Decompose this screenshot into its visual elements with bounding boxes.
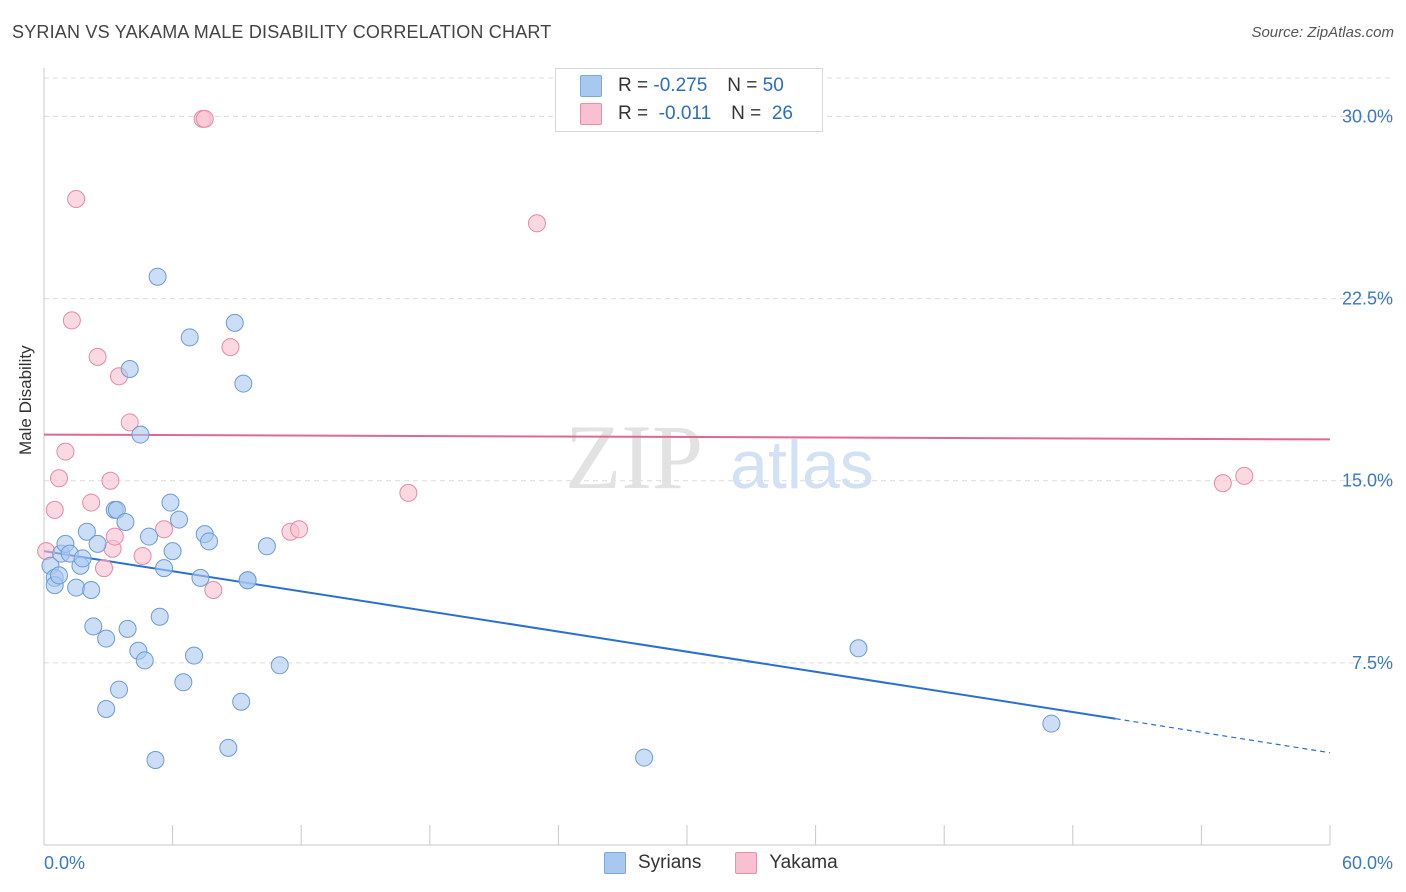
point-syrians (234, 374, 253, 393)
bottom-legend: Syrians Yakama (604, 852, 872, 874)
point-syrians (170, 510, 189, 529)
point-yakama (50, 469, 69, 488)
bottom-legend-syrians[interactable]: Syrians (604, 852, 701, 874)
legend-r-value: -0.275 (653, 75, 708, 96)
point-syrians (120, 360, 139, 378)
legend-r-value: -0.011 (658, 103, 712, 124)
y-axis-label: Male Disability (16, 345, 35, 455)
watermark: ZIP atlas (565, 406, 874, 508)
point-yakama (101, 471, 120, 490)
legend-n-label: N = (727, 75, 758, 96)
point-syrians (135, 651, 154, 670)
point-yakama (120, 413, 139, 432)
point-syrians (50, 566, 69, 585)
trendline-yakama (43, 433, 1331, 441)
legend-swatch-syrians (580, 75, 602, 97)
point-syrians (110, 680, 129, 699)
chart-title: SYRIAN VS YAKAMA MALE DISABILITY CORRELA… (12, 22, 552, 42)
legend-row-yakama: R = -0.011 N = 26 (580, 103, 793, 125)
point-syrians (140, 527, 159, 546)
point-yakama (56, 442, 75, 461)
point-yakama (133, 547, 152, 565)
point-syrians (257, 537, 276, 556)
point-yakama (95, 559, 114, 578)
point-syrians (163, 542, 182, 561)
y-tick-label: 7.5% (1352, 653, 1393, 673)
axis-layer (43, 68, 1331, 846)
source-label: Source: ZipAtlas.com (1251, 24, 1394, 41)
legend-n-value: 50 (762, 75, 784, 96)
point-syrians (180, 328, 199, 347)
point-syrians (116, 513, 135, 531)
point-yakama (67, 190, 86, 208)
point-syrians (146, 751, 165, 769)
point-syrians (232, 692, 251, 711)
point-yakama (105, 527, 124, 546)
point-syrians (225, 313, 244, 332)
label-layer: 7.5% 15.0% 22.5% 30.0% 0.0% 60.0% (44, 106, 1393, 873)
legend-row-syrians: R = -0.275 N = 50 (580, 75, 784, 97)
bottom-legend-swatch-yakama (735, 852, 758, 874)
legend-n-label: N = (731, 103, 762, 124)
point-syrians (131, 425, 150, 444)
legend-n-value: 26 (771, 103, 793, 124)
point-syrians (270, 656, 289, 675)
point-syrians (67, 578, 86, 597)
legend-r-label: R = (618, 103, 649, 124)
point-syrians (200, 532, 219, 551)
points-layer (37, 109, 1254, 769)
point-syrians (73, 549, 92, 568)
y-tick-label: 15.0% (1342, 471, 1393, 491)
bottom-legend-swatch-syrians (604, 852, 626, 874)
point-syrians (97, 629, 116, 648)
point-syrians (77, 522, 96, 541)
point-syrians (84, 617, 103, 636)
point-yakama (204, 581, 223, 599)
trendline-syrians-extension (1115, 718, 1331, 754)
point-syrians (150, 607, 169, 626)
legend-box: R = -0.275 N = 50 R = -0.011 N = 26 (555, 68, 823, 132)
y-tick-label: 22.5% (1342, 289, 1393, 309)
legend-swatch-yakama (580, 103, 602, 125)
point-yakama (527, 214, 546, 233)
point-yakama (1235, 466, 1254, 485)
trendline-syrians (43, 550, 1116, 720)
point-syrians (191, 568, 210, 587)
point-syrians (148, 267, 167, 286)
y-tick-label: 30.0% (1342, 106, 1393, 126)
x-tick-label-max: 60.0% (1342, 853, 1393, 873)
point-syrians (97, 700, 116, 718)
point-syrians (161, 493, 180, 512)
bottom-legend-label-syrians: Syrians (638, 852, 702, 873)
point-yakama (221, 338, 240, 357)
point-yakama (1213, 474, 1232, 493)
point-syrians (88, 534, 107, 553)
point-yakama (155, 520, 174, 539)
legend-r-label: R = (618, 75, 649, 96)
point-syrians (238, 571, 257, 590)
point-syrians (118, 619, 137, 638)
point-syrians (82, 581, 101, 599)
point-yakama (62, 311, 81, 330)
point-yakama (399, 483, 418, 502)
point-syrians (174, 673, 193, 692)
point-syrians (1042, 714, 1061, 733)
point-syrians (185, 646, 204, 665)
point-syrians (219, 738, 238, 757)
bottom-legend-yakama[interactable]: Yakama (735, 852, 838, 874)
bottom-legend-label-yakama: Yakama (769, 852, 838, 873)
point-yakama (45, 500, 64, 519)
watermark-zip: ZIP (565, 406, 703, 508)
trend-layer (43, 433, 1331, 754)
point-syrians (635, 748, 654, 767)
x-tick-label-min: 0.0% (44, 853, 85, 873)
point-yakama (290, 520, 309, 539)
point-yakama (82, 493, 101, 512)
point-yakama (195, 109, 214, 128)
point-syrians (155, 559, 174, 578)
watermark-atlas: atlas (730, 427, 874, 503)
point-yakama (88, 347, 107, 366)
point-syrians (849, 639, 868, 658)
